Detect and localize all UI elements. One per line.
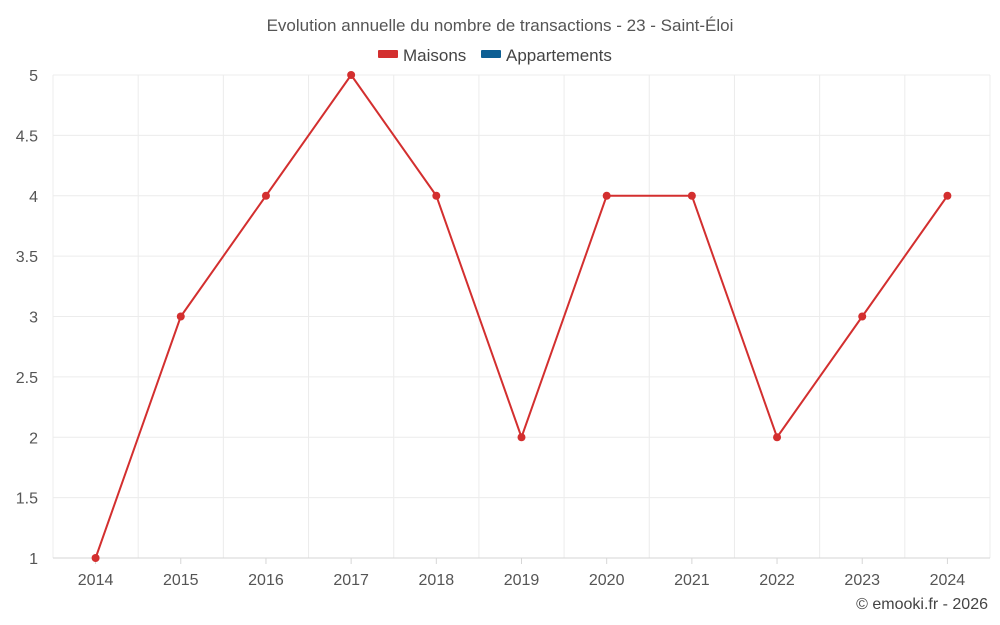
y-tick-label: 3.5 (16, 249, 38, 266)
data-point-maisons[interactable] (858, 312, 867, 321)
legend-swatch-appartements (481, 50, 501, 58)
x-tick-label: 2024 (930, 572, 966, 589)
data-point-maisons[interactable] (687, 191, 696, 200)
legend-label-appartements: Appartements (506, 46, 612, 65)
series (91, 71, 952, 562)
data-point-maisons[interactable] (773, 433, 782, 442)
data-point-maisons[interactable] (176, 312, 185, 321)
data-point-maisons[interactable] (432, 191, 441, 200)
data-point-maisons[interactable] (91, 554, 100, 562)
x-tick-label: 2017 (333, 572, 369, 589)
y-tick-label: 4 (29, 189, 38, 206)
legend-label-maisons: Maisons (403, 46, 466, 65)
legend-swatch-maisons (378, 50, 398, 58)
x-tick-label: 2020 (589, 572, 625, 589)
legend-item-appartements[interactable]: Appartements (481, 46, 612, 65)
x-tick-label: 2016 (248, 572, 284, 589)
legend[interactable]: Maisons Appartements (378, 46, 612, 65)
y-tick-label: 2 (29, 430, 38, 447)
x-tick-label: 2015 (163, 572, 199, 589)
y-tick-label: 1 (29, 551, 38, 568)
credit-text: © emooki.fr - 2026 (856, 596, 988, 613)
legend-item-maisons[interactable]: Maisons (378, 46, 466, 65)
chart-title: Evolution annuelle du nombre de transact… (267, 16, 734, 35)
y-axis: 1 1.5 2 2.5 3 3.5 4 4.5 5 (16, 68, 38, 568)
y-tick-label: 1.5 (16, 491, 38, 508)
x-tick-label: 2023 (844, 572, 880, 589)
grid (52, 74, 991, 558)
data-point-maisons[interactable] (943, 191, 952, 200)
x-tick-label: 2014 (78, 572, 114, 589)
data-point-maisons[interactable] (261, 191, 270, 200)
y-tick-label: 3 (29, 310, 38, 327)
x-axis: 2014 2015 2016 2017 2018 2019 2020 2021 2022 2023… (53, 557, 990, 589)
y-tick-label: 4.5 (16, 128, 38, 145)
x-tick-label: 2018 (419, 572, 455, 589)
x-tick-label: 2022 (759, 572, 795, 589)
data-point-maisons[interactable] (517, 433, 526, 442)
data-point-maisons[interactable] (347, 71, 356, 79)
x-tick-label: 2021 (674, 572, 710, 589)
y-tick-label: 5 (29, 68, 38, 85)
y-tick-label: 2.5 (16, 370, 38, 387)
data-point-maisons[interactable] (602, 191, 611, 200)
x-tick-label: 2019 (504, 572, 540, 589)
